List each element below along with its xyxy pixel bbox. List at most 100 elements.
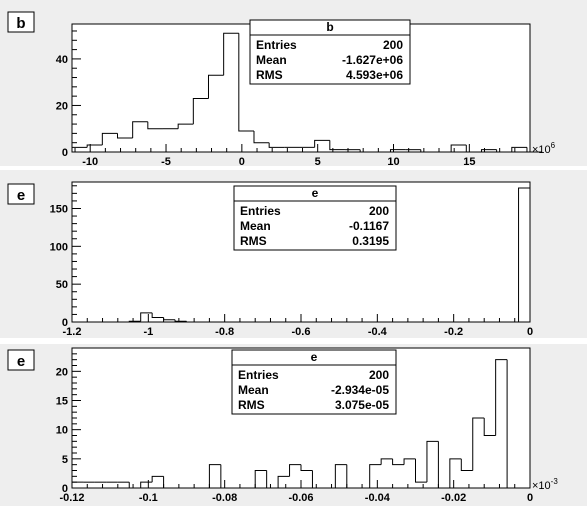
histogram-bin bbox=[300, 464, 313, 471]
x-tick-label: -1 bbox=[143, 326, 153, 338]
stats-title: e bbox=[311, 350, 318, 364]
histogram-bin bbox=[314, 139, 330, 148]
x-tick-label: -0.6 bbox=[292, 326, 311, 338]
histogram-bin bbox=[128, 482, 141, 489]
x-tick-label: -10 bbox=[82, 156, 98, 166]
histogram-e2-svg: e -0.12 -0.1 -0.08 -0.06 -0.04 -0.02 0 0 5 10 15 2… bbox=[7, 347, 558, 504]
histogram-bin bbox=[511, 146, 527, 152]
x-tick-label: 0 bbox=[527, 326, 533, 338]
stats-mean-label: Mean bbox=[240, 219, 271, 233]
histogram-bin bbox=[359, 149, 376, 153]
stats-rms-label: RMS bbox=[256, 68, 283, 82]
histogram-bin bbox=[253, 131, 270, 144]
stats-title: e bbox=[312, 186, 319, 200]
histogram-bin bbox=[369, 464, 382, 488]
y-tick-label: 100 bbox=[50, 241, 68, 253]
y-tick-label: 50 bbox=[56, 279, 68, 291]
histogram-bin bbox=[518, 187, 530, 322]
x-axis-multiplier: ×106 bbox=[532, 141, 556, 156]
x-axis-multiplier: ×10-3 bbox=[532, 477, 558, 492]
x-tick-label: -0.8 bbox=[215, 326, 234, 338]
x-tick-label: -0.08 bbox=[212, 492, 237, 504]
stats-rms-value: 4.593e+06 bbox=[346, 68, 403, 82]
y-axis: 0 20 40 bbox=[56, 30, 81, 159]
x-tick-label: -5 bbox=[161, 156, 171, 166]
x-axis: -0.12 -0.1 -0.08 -0.06 -0.04 -0.02 0 bbox=[59, 480, 533, 504]
histogram-bin bbox=[450, 144, 467, 152]
pad-title: b bbox=[16, 15, 25, 32]
pad-title-box bbox=[7, 11, 35, 33]
histogram-pad-e-1: e -1.2 -1 -0.8 -0.6 -0.4 -0.2 0 0 50 100 150 e En… bbox=[0, 170, 587, 338]
x-tick-label: 15 bbox=[463, 156, 475, 166]
x-tick-label: 5 bbox=[315, 156, 321, 166]
x-tick-label: -0.04 bbox=[365, 492, 391, 504]
histogram-bin bbox=[192, 97, 209, 125]
stats-entries-value: 200 bbox=[369, 368, 389, 382]
histogram-bin bbox=[465, 145, 482, 153]
x-tick-label: 0 bbox=[527, 492, 533, 504]
histogram-bin bbox=[151, 312, 164, 318]
histogram-bin bbox=[392, 458, 405, 466]
y-tick-label: 0 bbox=[62, 317, 68, 329]
histogram-bin bbox=[426, 440, 439, 483]
x-tick-label: -0.2 bbox=[444, 326, 463, 338]
stats-rms-value: 0.3195 bbox=[352, 234, 389, 248]
stats-mean-value: -1.627e+06 bbox=[342, 53, 403, 67]
x-tick-label: -0.06 bbox=[288, 492, 313, 504]
stats-mean-label: Mean bbox=[256, 53, 287, 67]
y-tick-label: 40 bbox=[56, 54, 68, 66]
histogram-bin bbox=[207, 74, 224, 99]
y-tick-label: 20 bbox=[56, 366, 68, 378]
stats-title: b bbox=[326, 20, 333, 34]
stats-entries-label: Entries bbox=[238, 368, 279, 382]
histogram-bin bbox=[495, 359, 508, 436]
stats-rms-label: RMS bbox=[238, 398, 265, 412]
stats-box: e Entries 200 Mean -2.934e-05 RMS 3.075e… bbox=[231, 349, 397, 415]
pad-title-box bbox=[7, 349, 35, 371]
stats-box: e Entries 200 Mean -0.1167 RMS 0.3195 bbox=[233, 185, 397, 251]
histogram-bin bbox=[266, 470, 279, 489]
pad-title-box bbox=[7, 183, 35, 205]
y-tick-label: 150 bbox=[50, 203, 68, 215]
histogram-bars bbox=[71, 359, 530, 489]
histogram-pad-b: b -10 -5 0 5 10 15 0 20 40 ×106 b Entries 200 M… bbox=[0, 0, 587, 166]
x-tick-label: 0 bbox=[239, 156, 245, 166]
histogram-bin bbox=[420, 149, 436, 153]
x-tick-label: -0.1 bbox=[139, 492, 158, 504]
x-tick-label: -0.02 bbox=[441, 492, 466, 504]
stats-entries-label: Entries bbox=[256, 38, 297, 52]
x-axis: -1.2 -1 -0.8 -0.6 -0.4 -0.2 0 bbox=[63, 314, 533, 338]
histogram-bin bbox=[460, 458, 473, 471]
histogram-bin bbox=[128, 320, 141, 322]
histogram-bin bbox=[403, 458, 416, 465]
histogram-bars bbox=[71, 32, 543, 153]
y-axis: 0 50 100 150 bbox=[50, 185, 81, 329]
y-tick-label: 5 bbox=[62, 454, 68, 466]
x-tick-label: 10 bbox=[387, 156, 399, 166]
histogram-b-svg: b -10 -5 0 5 10 15 0 20 40 ×106 b Entries 200 M… bbox=[7, 11, 556, 166]
stats-entries-value: 200 bbox=[383, 38, 403, 52]
histogram-bin bbox=[329, 140, 345, 151]
histogram-bin bbox=[238, 33, 254, 132]
histogram-bin bbox=[472, 417, 485, 471]
stats-entries-label: Entries bbox=[240, 204, 281, 218]
y-tick-label: 20 bbox=[56, 100, 68, 112]
histogram-bin bbox=[147, 121, 163, 130]
histogram-bin bbox=[254, 470, 267, 488]
x-tick-label: -0.4 bbox=[368, 326, 388, 338]
histogram-bin bbox=[86, 144, 103, 148]
y-tick-label: 10 bbox=[56, 425, 68, 437]
histogram-bin bbox=[220, 464, 233, 489]
x-tick-label: -0.12 bbox=[59, 492, 84, 504]
histogram-bin bbox=[380, 458, 393, 465]
y-tick-label: 0 bbox=[62, 483, 68, 495]
stats-box: b Entries 200 Mean -1.627e+06 RMS 4.593e… bbox=[249, 19, 411, 85]
stats-mean-value: -2.934e-05 bbox=[331, 383, 389, 397]
histogram-bin bbox=[449, 458, 462, 488]
stats-mean-value: -0.1167 bbox=[349, 219, 389, 233]
histogram-bin bbox=[177, 123, 194, 129]
histogram-bin bbox=[415, 458, 427, 483]
histogram-pad-e-2: e -0.12 -0.1 -0.08 -0.06 -0.04 -0.02 0 0 5 10 15 2… bbox=[0, 344, 587, 506]
pad-title: e bbox=[17, 187, 25, 204]
histogram-bin bbox=[277, 475, 290, 488]
